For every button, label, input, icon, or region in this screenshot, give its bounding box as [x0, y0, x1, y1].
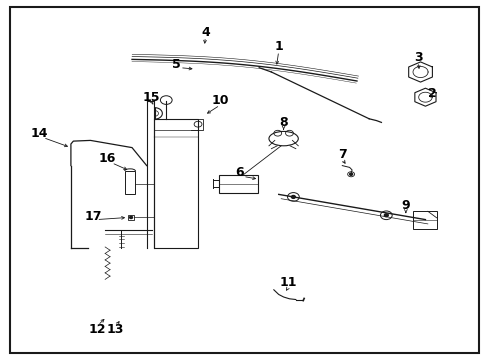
Text: 8: 8	[279, 116, 287, 129]
Circle shape	[349, 173, 352, 175]
Circle shape	[384, 214, 387, 217]
Bar	[124, 171, 135, 194]
Text: 1: 1	[274, 40, 283, 53]
Text: 5: 5	[171, 58, 180, 71]
Text: 7: 7	[337, 148, 346, 161]
Bar	[412, 211, 436, 229]
Text: 2: 2	[427, 87, 436, 100]
Bar	[219, 175, 258, 193]
Text: 17: 17	[84, 210, 102, 222]
Text: 13: 13	[106, 323, 123, 336]
Text: 16: 16	[99, 152, 116, 165]
Text: 10: 10	[211, 94, 228, 107]
Text: 14: 14	[30, 127, 48, 140]
Circle shape	[129, 216, 132, 219]
Text: 3: 3	[413, 51, 422, 64]
Text: 15: 15	[142, 91, 160, 104]
Text: 4: 4	[201, 26, 209, 39]
Circle shape	[291, 195, 295, 198]
Text: 9: 9	[401, 199, 409, 212]
Text: 12: 12	[89, 323, 106, 336]
Bar	[128, 215, 134, 220]
Text: 6: 6	[235, 166, 244, 179]
Bar	[154, 119, 198, 248]
Text: 11: 11	[279, 276, 297, 289]
